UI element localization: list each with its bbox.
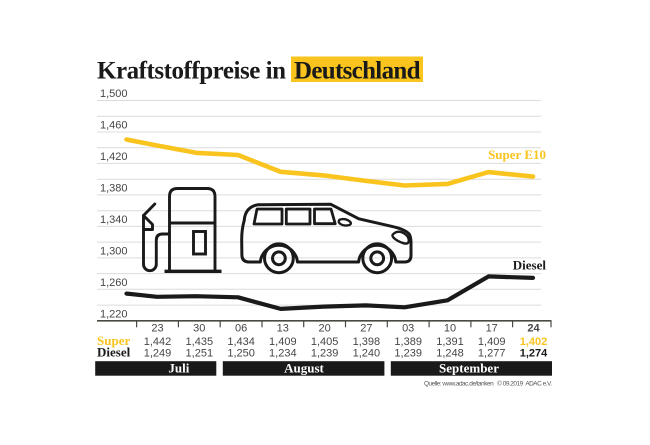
svg-text:August: August <box>284 361 324 376</box>
svg-text:1,434: 1,434 <box>227 336 255 348</box>
svg-text:1,249: 1,249 <box>144 348 172 360</box>
svg-text:17: 17 <box>486 323 498 335</box>
svg-text:27: 27 <box>360 323 372 335</box>
svg-text:1,442: 1,442 <box>144 336 172 348</box>
svg-text:1,405: 1,405 <box>311 336 339 348</box>
svg-text:1,248: 1,248 <box>436 348 464 360</box>
svg-text:1,435: 1,435 <box>186 336 214 348</box>
svg-text:1,391: 1,391 <box>436 336 464 348</box>
svg-text:Quelle: www.adac.de/tanken ©: Quelle: www.adac.de/tanken © 09.2019 ADA… <box>424 379 552 387</box>
svg-text:1,402: 1,402 <box>520 336 548 348</box>
svg-text:1,460: 1,460 <box>100 120 128 132</box>
svg-text:1,239: 1,239 <box>394 348 422 360</box>
svg-text:1,251: 1,251 <box>186 348 214 360</box>
svg-text:Diesel: Diesel <box>513 258 547 273</box>
svg-text:1,500: 1,500 <box>100 88 128 100</box>
svg-text:03: 03 <box>402 323 414 335</box>
svg-text:Super: Super <box>97 333 130 348</box>
svg-text:1,398: 1,398 <box>353 336 381 348</box>
svg-text:1,340: 1,340 <box>100 214 128 226</box>
svg-text:06: 06 <box>235 323 247 335</box>
svg-text:1,220: 1,220 <box>100 309 128 321</box>
svg-text:24: 24 <box>527 323 540 335</box>
svg-text:1,274: 1,274 <box>520 348 548 360</box>
svg-text:1,380: 1,380 <box>100 183 128 195</box>
svg-text:1,250: 1,250 <box>227 348 255 360</box>
svg-text:1,277: 1,277 <box>478 348 506 360</box>
svg-text:1,300: 1,300 <box>100 246 128 258</box>
svg-text:Deutschland: Deutschland <box>294 57 421 84</box>
svg-text:Juli: Juli <box>168 361 189 376</box>
svg-text:10: 10 <box>444 323 456 335</box>
svg-text:20: 20 <box>318 323 330 335</box>
svg-text:1,239: 1,239 <box>311 348 339 360</box>
svg-text:Diesel: Diesel <box>97 345 131 360</box>
svg-text:13: 13 <box>277 323 289 335</box>
svg-text:1,420: 1,420 <box>100 151 128 163</box>
svg-text:23: 23 <box>151 323 163 335</box>
svg-text:1,409: 1,409 <box>269 336 297 348</box>
svg-text:September: September <box>439 361 499 376</box>
svg-text:1,389: 1,389 <box>394 336 422 348</box>
svg-text:1,240: 1,240 <box>353 348 381 360</box>
svg-text:Kraftstoffpreise in: Kraftstoffpreise in <box>97 57 286 84</box>
svg-text:1,234: 1,234 <box>269 348 297 360</box>
svg-text:30: 30 <box>193 323 205 335</box>
svg-text:1,260: 1,260 <box>100 277 128 289</box>
svg-text:Super E10: Super E10 <box>488 147 546 162</box>
svg-text:1,409: 1,409 <box>478 336 506 348</box>
